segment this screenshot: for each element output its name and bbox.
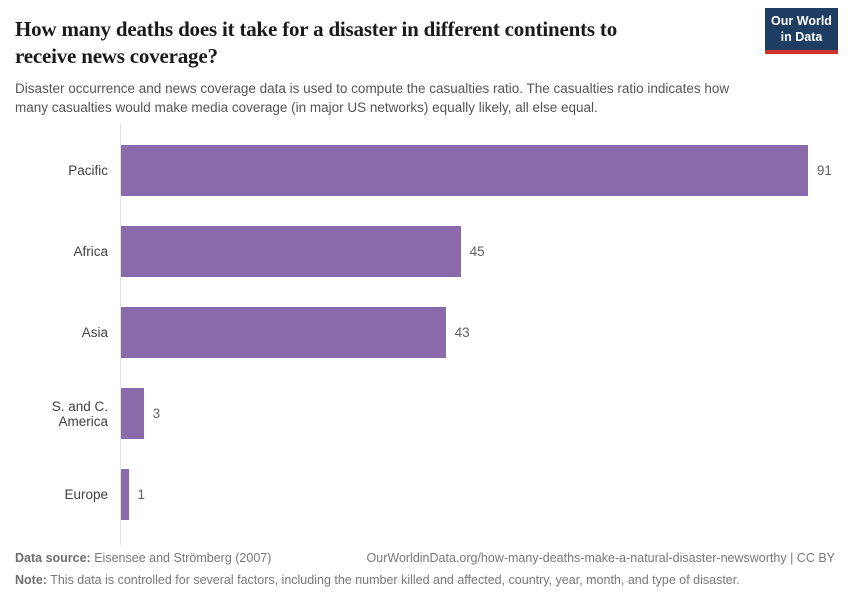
bar <box>121 145 808 196</box>
value-label: 45 <box>469 244 485 259</box>
category-label: S. and C. America <box>51 398 108 429</box>
note-value: This data is controlled for several fact… <box>50 573 740 587</box>
value-label: 91 <box>816 163 832 178</box>
page-title-line-1: How many deaths does it take for a disas… <box>15 17 617 41</box>
footer-source-row: Data source: Eisensee and Strömberg (200… <box>15 550 835 566</box>
page-title-line-2: receive news coverage? <box>15 44 218 68</box>
bar-row: Africa 45 <box>15 211 835 292</box>
bar-track: 43 <box>120 292 835 373</box>
bar-track: 45 <box>120 211 835 292</box>
bar-chart: Pacific 91 Africa 45 Asia 43 S. and C. America… <box>15 124 835 545</box>
header: How many deaths does it take for a disas… <box>15 16 755 117</box>
bar-track: 3 <box>120 373 835 454</box>
bar-row: S. and C. America 3 <box>15 373 835 454</box>
footer-note-row: Note: This data is controlled for severa… <box>15 572 835 588</box>
bar-track: 1 <box>120 454 835 535</box>
chart-subtitle: Disaster occurrence and news coverage da… <box>15 81 730 115</box>
category-label: Europe <box>64 487 108 502</box>
bar <box>121 469 129 520</box>
category-label: Asia <box>81 325 108 340</box>
footer: Data source: Eisensee and Strömberg (200… <box>15 550 835 588</box>
data-source-label: Data source: <box>15 551 91 565</box>
bar-row: Europe 1 <box>15 454 835 535</box>
category-label: Pacific <box>68 163 108 178</box>
owid-logo: Our World in Data <box>765 8 838 54</box>
owid-logo-line-1: Our World <box>771 14 832 28</box>
bar-row: Pacific 91 <box>15 130 835 211</box>
value-label: 1 <box>137 487 146 502</box>
value-label: 43 <box>454 325 470 340</box>
bar <box>121 388 144 439</box>
bar <box>121 307 446 358</box>
data-source: Data source: Eisensee and Strömberg (200… <box>15 550 271 566</box>
data-source-value: Eisensee and Strömberg (2007) <box>94 551 272 565</box>
owid-logo-line-2: in Data <box>780 30 823 44</box>
y-axis-line <box>120 124 121 545</box>
note-label: Note: <box>15 573 47 587</box>
value-label: 3 <box>152 406 161 421</box>
bar-row: Asia 43 <box>15 292 835 373</box>
bar-track: 91 <box>120 130 835 211</box>
attribution: OurWorldinData.org/how-many-deaths-make-… <box>366 551 835 565</box>
category-label: Africa <box>73 244 108 259</box>
bar <box>121 226 461 277</box>
